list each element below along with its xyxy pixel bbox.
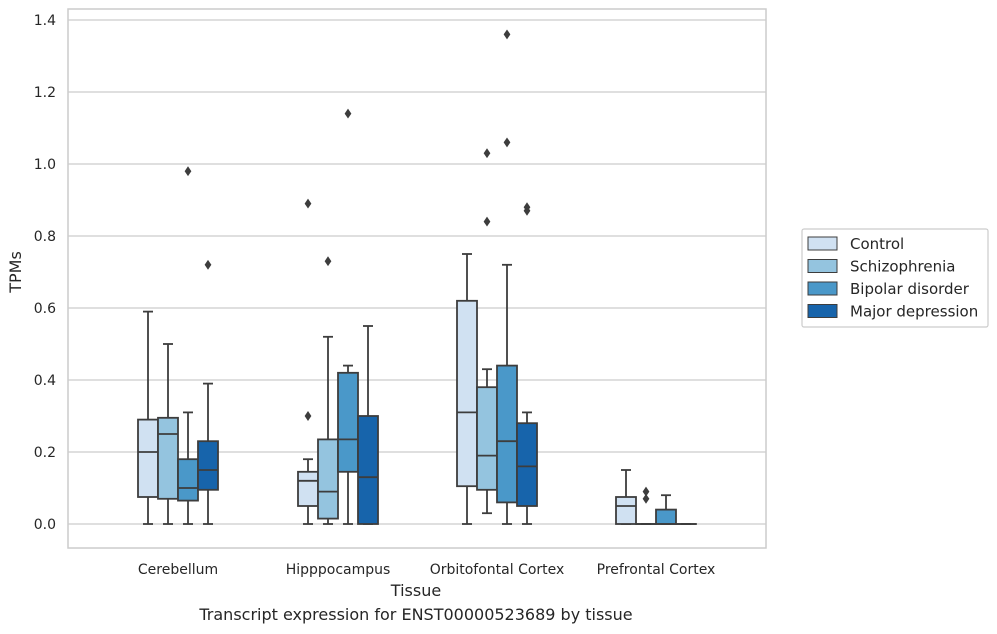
y-tick-label: 1.4	[34, 13, 56, 29]
outlier-point	[503, 137, 511, 148]
box-schizophrenia	[635, 486, 657, 525]
legend-swatch	[807, 236, 838, 251]
x-tick-label: Orbitofontal Cortex	[430, 562, 565, 578]
box-iqr	[357, 415, 379, 525]
legend: Control Schizophrenia Bipolar disorder Majo…	[801, 228, 989, 328]
box-schizophrenia	[317, 256, 339, 525]
box-control	[615, 469, 637, 525]
outlier-point	[184, 166, 192, 177]
box-major-depression	[357, 325, 379, 525]
y-tick-label: 1.0	[34, 157, 56, 173]
legend-label: Control	[850, 235, 904, 253]
box-iqr	[337, 371, 359, 473]
box-iqr	[615, 496, 637, 525]
outlier-point	[642, 493, 650, 504]
legend-swatch	[807, 304, 838, 318]
box-bipolar-disorder	[337, 108, 359, 525]
legend-swatch	[807, 281, 838, 296]
box-control	[456, 253, 478, 525]
legend-swatch	[807, 259, 838, 273]
x-tick-label: Cerebellum	[138, 562, 218, 578]
y-tick-label: 1.2	[34, 85, 56, 101]
gridlines	[68, 19, 766, 525]
outlier-point	[304, 198, 312, 209]
box-iqr	[157, 416, 179, 500]
box-iqr	[177, 458, 199, 502]
box-iqr	[197, 440, 219, 491]
box-control	[297, 198, 319, 525]
box-bipolar-disorder	[496, 29, 518, 525]
plot-frame	[67, 8, 767, 549]
box-iqr	[655, 508, 677, 525]
legend-label: Schizophrenia	[850, 258, 955, 276]
legend-label: Bipolar disorder	[850, 280, 970, 298]
chart-caption: Transcript expression for ENST0000052368…	[199, 605, 633, 624]
box-iqr	[516, 422, 538, 507]
outlier-point	[503, 29, 511, 40]
box-bipolar-disorder	[655, 494, 677, 525]
x-tick-label: Hipppocampus	[286, 562, 391, 578]
box-control	[137, 310, 159, 525]
outlier-point	[324, 256, 332, 267]
outlier-point	[483, 148, 491, 159]
outlier-point	[642, 486, 650, 497]
box-schizophrenia	[476, 148, 498, 515]
box-iqr	[297, 470, 319, 507]
y-tick-label: 0.0	[34, 517, 56, 533]
outlier-point	[344, 108, 352, 119]
outlier-point	[523, 202, 531, 213]
box-major-depression	[197, 259, 219, 525]
outlier-point	[304, 411, 312, 421]
box-iqr	[137, 418, 159, 498]
x-axis-label: Tissue	[390, 581, 441, 600]
box-bipolar-disorder	[177, 166, 199, 525]
box-iqr	[476, 386, 498, 491]
box-iqr	[317, 438, 339, 520]
legend-frame	[801, 228, 989, 328]
box-iqr	[496, 364, 518, 504]
y-tick-label: 0.2	[34, 445, 56, 461]
box-iqr	[456, 299, 478, 488]
box-schizophrenia	[157, 343, 179, 525]
axes: 0.0 0.2 0.4 0.6 0.8 1.0 1.2 1.4 Cerebellum Hipppo…	[34, 8, 767, 578]
box-series	[137, 29, 697, 525]
legend-label: Major depression	[850, 303, 978, 321]
y-tick-label: 0.6	[34, 301, 56, 317]
x-tick-label: Prefrontal Cortex	[597, 562, 716, 578]
outlier-point	[204, 259, 212, 270]
y-tick-label: 0.4	[34, 373, 56, 389]
box-major-depression	[516, 202, 538, 525]
y-tick-label: 0.8	[34, 229, 56, 245]
outlier-point	[483, 216, 491, 227]
y-axis-label: TPMs	[6, 251, 25, 294]
